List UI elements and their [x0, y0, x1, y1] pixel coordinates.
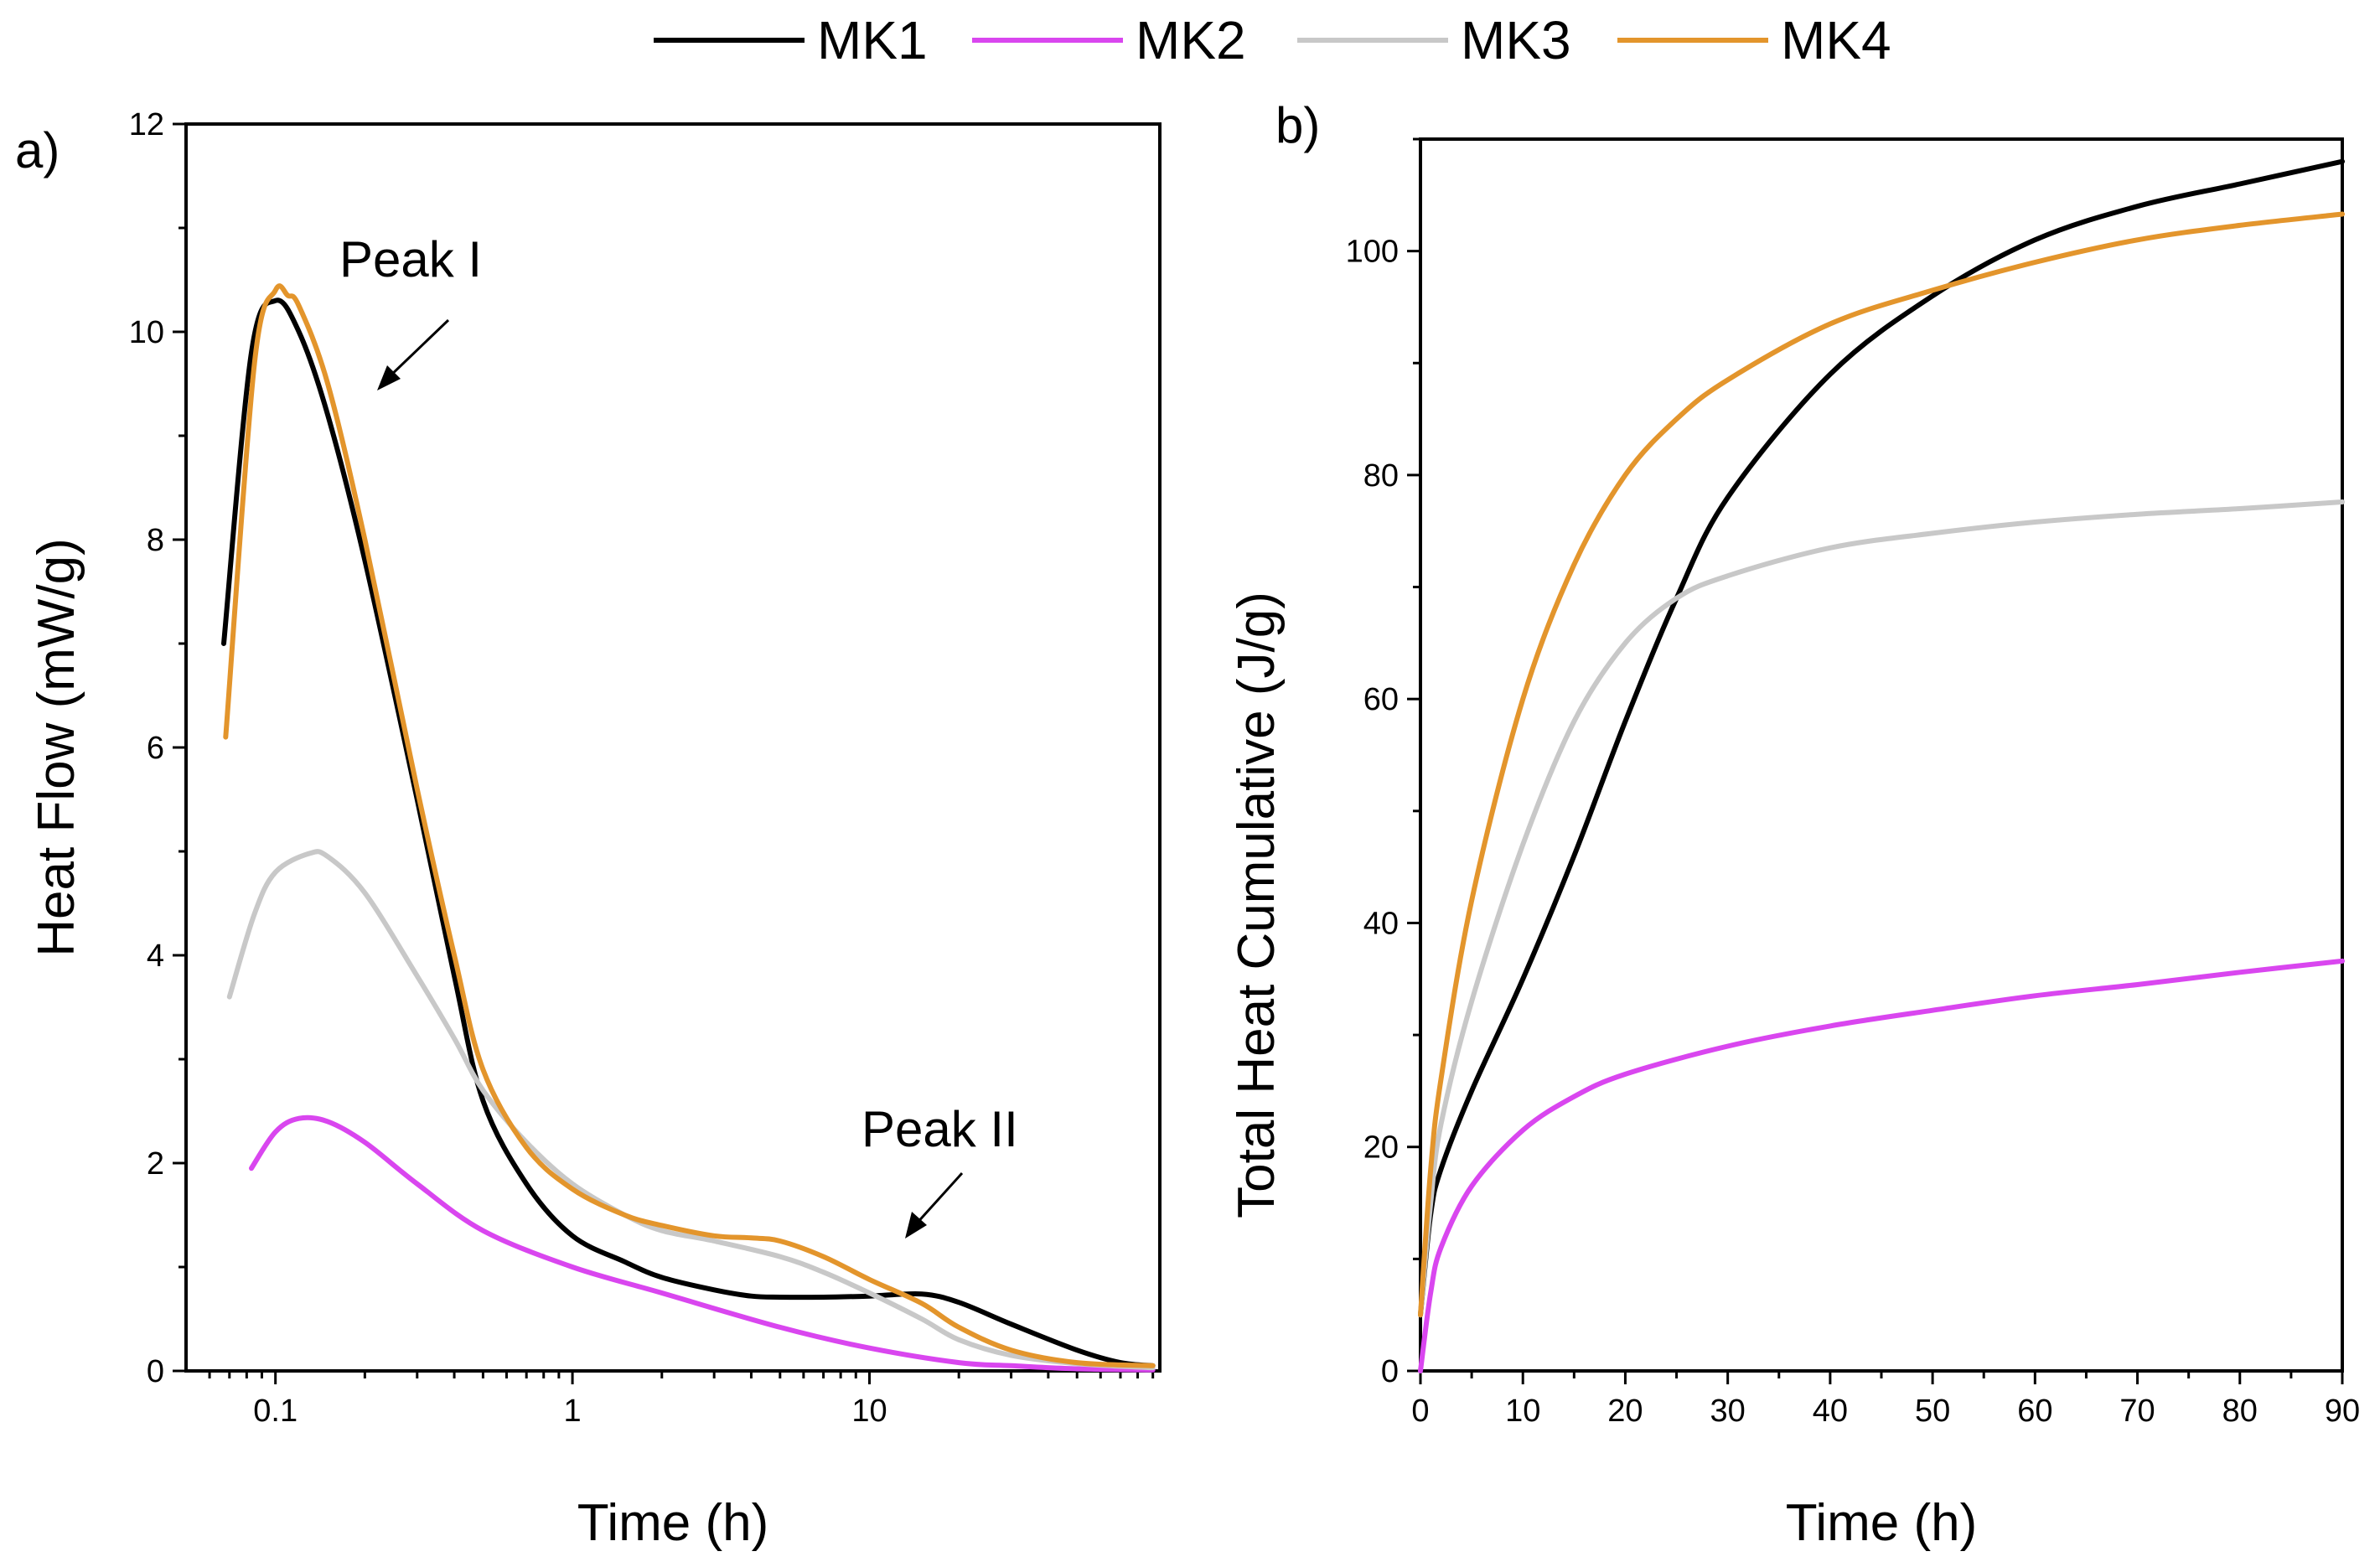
panel-b-xtick-label: 40: [1813, 1394, 1848, 1429]
panel-b-xtick-label: 70: [2119, 1394, 2155, 1429]
annotation-peak-2-arrow: [913, 1171, 964, 1227]
panel-a-ytick-label: 6: [147, 731, 164, 766]
panel-b-xtick-label: 50: [1915, 1394, 1950, 1429]
panel-a-ytick-label: 12: [129, 107, 164, 142]
panel-a-frame: [184, 122, 1162, 1373]
panel-a-ytick-label: 0: [147, 1354, 164, 1389]
panel-b-ytick-label: 80: [1363, 458, 1399, 494]
panel-a-xtick-label: 0.1: [253, 1394, 298, 1429]
annotation-peak-1-arrowhead: [377, 365, 401, 390]
panel-a-ytick-label: 2: [147, 1146, 164, 1182]
panel-b-ytick-label: 40: [1363, 906, 1399, 941]
panel-a-ytick-label: 4: [147, 939, 164, 974]
panel-b-xtick-label: 60: [2017, 1394, 2052, 1429]
legend-label-mk3: MK3: [1461, 10, 1571, 70]
panel-a-series-mk3: [226, 849, 1156, 1371]
panel-b-series-mk1: [1418, 158, 2345, 1318]
panel-a-ticks: 0 2 4 6 8 10 12 0.1 1 10: [129, 107, 1155, 1429]
panel-b-ylabel: Total Heat Cumulative (J/g): [1228, 592, 1286, 1218]
panel-a-ytick-label: 10: [129, 315, 164, 350]
panel-b-xtick-label: 30: [1710, 1394, 1746, 1429]
panel-b-label: b): [1275, 97, 1320, 153]
legend-label-mk1: MK1: [817, 10, 928, 70]
panel-b-ytick-label: 0: [1381, 1354, 1399, 1389]
annotation-peak-2-arrowhead: [905, 1212, 927, 1239]
panel-b-total-heat: b) 0 20 40 60 80 100 0 10 20 30 40 50 60 70 80 90 Time …: [1228, 97, 2360, 1552]
panel-a-series-mk1: [221, 297, 1156, 1368]
panel-a-series: [221, 283, 1156, 1373]
panel-a-xtick-label: 10: [851, 1394, 887, 1429]
panel-b-series-mk3: [1418, 499, 2345, 1318]
panel-a-heat-flow: a) 0 2 4 6 8 10 12 0.1 1 10 Time (h) Heat Flow (m…: [15, 107, 1162, 1552]
panel-a-label: a): [15, 122, 60, 178]
panel-b-ytick-label: 20: [1363, 1130, 1399, 1166]
annotation-peak-2: Peak II: [861, 1101, 1018, 1157]
panel-b-xtick-label: 20: [1607, 1394, 1643, 1429]
panel-b-xlabel: Time (h): [1786, 1494, 1977, 1552]
panel-a-series-mk2: [249, 1114, 1156, 1373]
panel-a-xlabel: Time (h): [577, 1494, 768, 1552]
panel-b-series: [1418, 158, 2345, 1373]
annotation-peak-1-arrow: [385, 318, 450, 380]
panel-b-series-mk2: [1418, 958, 2345, 1373]
panel-a-ylabel: Heat Flow (mW/g): [28, 538, 85, 956]
panel-a-series-mk4: [223, 283, 1156, 1368]
panel-b-ticks: 0 20 40 60 80 100 0 10 20 30 40 50 60 70 80 90: [1346, 137, 2360, 1429]
panel-b-ytick-label: 60: [1363, 682, 1399, 717]
legend-label-mk2: MK2: [1136, 10, 1246, 70]
legend: MK1 MK2 MK3 MK4: [654, 10, 1891, 70]
panel-b-xtick-label: 10: [1505, 1394, 1540, 1429]
panel-b-series-mk4: [1418, 211, 2345, 1318]
panel-b-ytick-label: 100: [1346, 235, 1399, 270]
panel-a-xtick-label: 1: [564, 1394, 582, 1429]
panel-a-ytick-label: 8: [147, 523, 164, 558]
panel-b-xtick-label: 0: [1411, 1394, 1429, 1429]
panel-b-xtick-label: 80: [2222, 1394, 2258, 1429]
panel-b-xtick-label: 90: [2325, 1394, 2360, 1429]
annotation-peak-1: Peak I: [339, 231, 482, 287]
legend-label-mk4: MK4: [1781, 10, 1891, 70]
